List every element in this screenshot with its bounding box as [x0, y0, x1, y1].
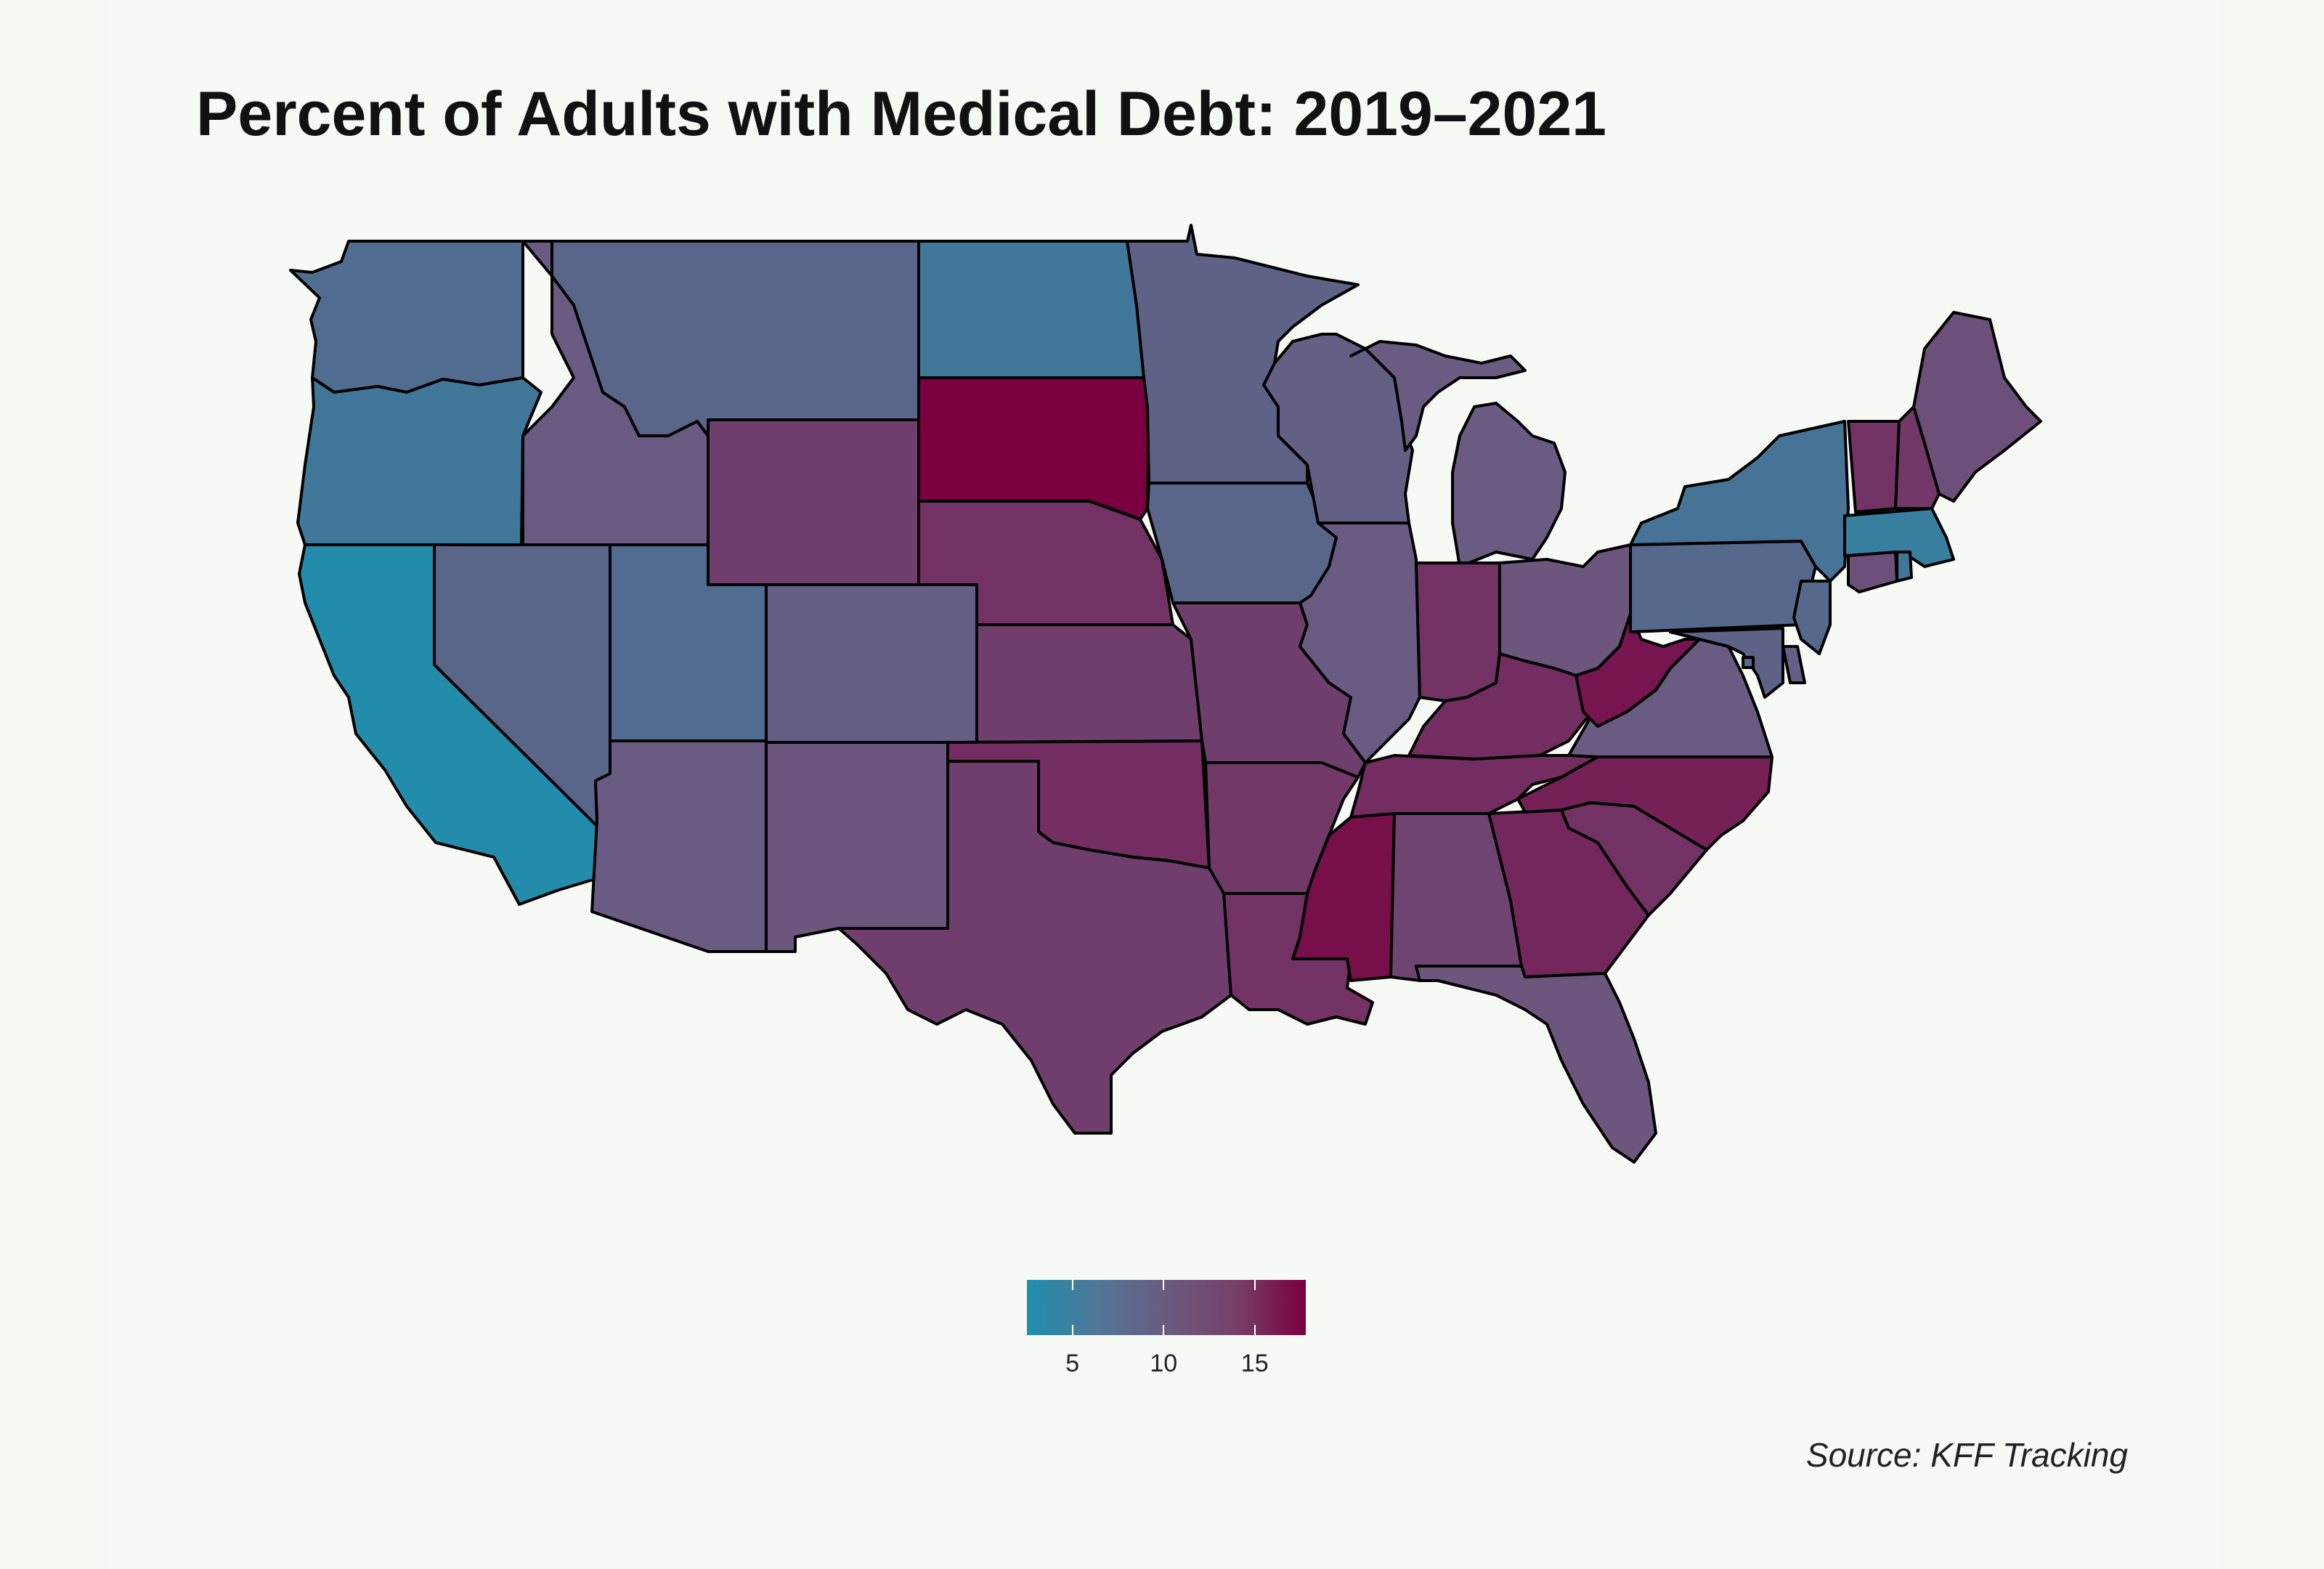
state-wa[interactable] [289, 240, 524, 394]
legend-tick-top [1163, 1280, 1165, 1290]
state-ct[interactable] [1847, 551, 1898, 593]
state-mn[interactable] [1126, 224, 1360, 485]
color-scale-legend [1027, 1280, 1306, 1335]
state-wi[interactable] [1262, 333, 1414, 524]
state-co[interactable] [765, 583, 978, 744]
state-wv[interactable] [1575, 612, 1701, 728]
state-pa[interactable] [1629, 540, 1817, 633]
legend-tick-bottom [1071, 1325, 1073, 1335]
state-de[interactable] [1781, 645, 1806, 684]
legend-tick-label: 5 [1065, 1350, 1080, 1377]
legend-tick-label: 15 [1240, 1350, 1269, 1377]
legend-tick-bottom [1163, 1325, 1165, 1335]
state-wy[interactable] [707, 418, 920, 586]
state-fl[interactable] [1415, 965, 1657, 1164]
state-mi[interactable] [1349, 340, 1567, 568]
state-vt[interactable] [1847, 420, 1901, 514]
state-or[interactable] [296, 376, 543, 546]
chart-title: Percent of Adults with Medical Debt: 201… [196, 79, 1606, 149]
state-me[interactable] [1912, 311, 2042, 503]
state-nd[interactable] [917, 240, 1145, 379]
state-az[interactable] [590, 739, 768, 953]
state-ny[interactable] [1629, 420, 1850, 583]
legend-tick-top [1254, 1280, 1256, 1290]
state-nm[interactable] [765, 741, 949, 953]
legend-tick-bottom [1254, 1325, 1256, 1335]
state-sd[interactable] [917, 376, 1150, 521]
state-md[interactable] [1669, 627, 1784, 699]
legend-tick-label: 10 [1150, 1350, 1178, 1377]
state-nj[interactable] [1792, 580, 1832, 655]
state-ks[interactable] [975, 623, 1203, 744]
state-ky[interactable] [1407, 652, 1599, 761]
source-note: Source: KFF Tracking [1805, 1436, 2128, 1474]
state-ia[interactable] [1146, 482, 1338, 604]
state-tx[interactable] [837, 760, 1232, 1135]
state-in[interactable] [1415, 561, 1501, 702]
legend-tick-top [1071, 1280, 1073, 1290]
state-dc[interactable] [1742, 656, 1755, 669]
state-ri[interactable] [1896, 551, 1913, 583]
